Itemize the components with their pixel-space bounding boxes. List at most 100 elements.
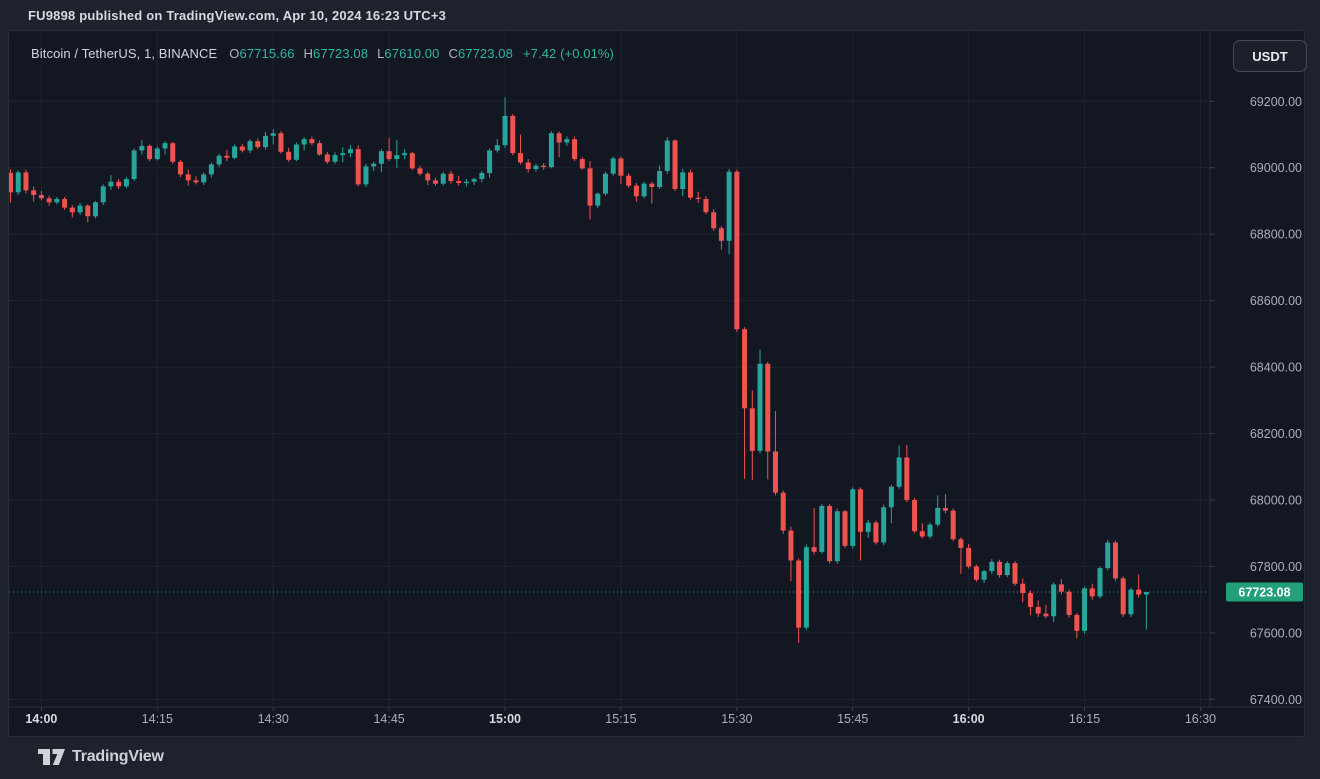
candle-body: [432, 180, 438, 184]
candle-body: [425, 173, 431, 181]
candle-body: [286, 151, 292, 160]
time-axis-label: 14:15: [142, 712, 173, 726]
candle-body: [533, 165, 539, 170]
candle-body: [131, 150, 137, 180]
candle-body: [734, 171, 740, 330]
time-axis-label: 15:00: [489, 712, 521, 726]
candles: [9, 97, 1149, 643]
candle-body: [92, 202, 98, 217]
candle-body: [541, 165, 547, 168]
time-axis-label: 16:15: [1069, 712, 1100, 726]
candle-body: [185, 174, 191, 181]
candle-body: [772, 451, 778, 493]
candle-body: [865, 522, 871, 532]
candle-body: [873, 522, 879, 543]
candle-body: [780, 492, 786, 531]
close-value: 67723.08: [457, 46, 513, 61]
candle-body: [139, 145, 145, 151]
candle-body: [857, 489, 863, 532]
candle-body: [572, 139, 578, 160]
candle-body: [440, 173, 446, 184]
candle-body: [262, 135, 268, 148]
candle-body: [1128, 589, 1134, 615]
candle-body: [293, 144, 299, 160]
candle-body: [340, 153, 346, 156]
candle-body: [46, 198, 52, 203]
candle-body: [687, 172, 693, 198]
price-axis-label: 68400.00: [1250, 361, 1302, 375]
candle-body: [695, 197, 701, 199]
price-badge: [1226, 582, 1303, 602]
axes[interactable]: 69200.00 69000.00 68800.00 68600.00 68400.00…: [9, 31, 1304, 726]
candle-body: [633, 185, 639, 197]
grid-lines: [9, 31, 1210, 707]
candle-body: [1097, 568, 1103, 597]
candle-body: [108, 181, 114, 187]
candle-body: [224, 155, 230, 158]
candle-body: [973, 566, 979, 580]
tradingview-logo[interactable]: TradingView: [38, 748, 164, 766]
candle-body: [1027, 593, 1033, 607]
candle-body: [556, 133, 562, 143]
candle-body: [1143, 592, 1149, 595]
candle-body: [981, 571, 987, 580]
price-axis-label: 67400.00: [1250, 693, 1302, 707]
candle-body: [147, 145, 153, 160]
candle-body: [100, 186, 106, 203]
candle-body: [456, 181, 462, 184]
candle-body: [31, 190, 37, 195]
candle-body: [208, 164, 214, 175]
low-label: L: [377, 46, 385, 61]
candle-body: [626, 175, 632, 186]
chart-canvas[interactable]: 69200.00 69000.00 68800.00 68600.00 68400.00…: [9, 31, 1304, 736]
candle-body: [448, 173, 454, 182]
candle-body: [888, 486, 894, 508]
symbol-title: Bitcoin / TetherUS, 1, BINANCE: [31, 46, 218, 61]
candle-body: [649, 183, 655, 188]
price-axis-label: 67800.00: [1250, 560, 1302, 574]
candle-body: [123, 179, 129, 187]
time-axis-label: 15:15: [605, 712, 636, 726]
candle-body: [788, 530, 794, 561]
candle-body: [718, 228, 724, 241]
candle-body: [201, 174, 207, 183]
chart-widget: 69200.00 69000.00 68800.00 68600.00 68400.00…: [8, 30, 1307, 737]
candle-body: [77, 205, 83, 213]
candle-body: [664, 140, 670, 172]
candle-body: [177, 161, 183, 175]
price-axis-label: 68800.00: [1250, 228, 1302, 242]
candle-body: [997, 561, 1003, 576]
candle-body: [332, 155, 338, 162]
candle-body: [950, 510, 956, 540]
candle-body: [85, 205, 91, 217]
bottom-bar: TradingView: [0, 737, 1320, 779]
candle-body: [378, 151, 384, 164]
time-axis-label: 16:30: [1185, 712, 1216, 726]
change-value: +7.42 (+0.01%): [522, 46, 614, 61]
candle-body: [15, 172, 21, 193]
candle-body: [602, 173, 608, 194]
close-label: C: [448, 46, 458, 61]
candle-body: [1035, 606, 1041, 614]
price-axis-label: 69000.00: [1250, 161, 1302, 175]
candle-body: [548, 133, 554, 168]
candle-body: [711, 212, 717, 229]
candle-body: [749, 408, 755, 451]
currency-button[interactable]: USDT: [1233, 40, 1307, 72]
candle-body: [1120, 578, 1126, 615]
symbol-legend: Bitcoin / TetherUS, 1, BINANCE O67715.66 H…: [31, 46, 614, 61]
candle-body: [958, 539, 964, 548]
candle-body: [1043, 613, 1049, 617]
time-axis-label: 14:45: [373, 712, 404, 726]
candle-body: [935, 507, 941, 525]
candle-body: [154, 148, 160, 160]
candle-body: [927, 524, 933, 537]
candle-body: [881, 507, 887, 543]
candle-body: [216, 155, 222, 165]
candle-body: [657, 171, 663, 188]
candle-body: [301, 139, 307, 145]
price-axis-label: 67600.00: [1250, 626, 1302, 640]
candle-body: [942, 507, 948, 511]
candle-body: [371, 163, 377, 167]
candle-body: [386, 151, 392, 160]
